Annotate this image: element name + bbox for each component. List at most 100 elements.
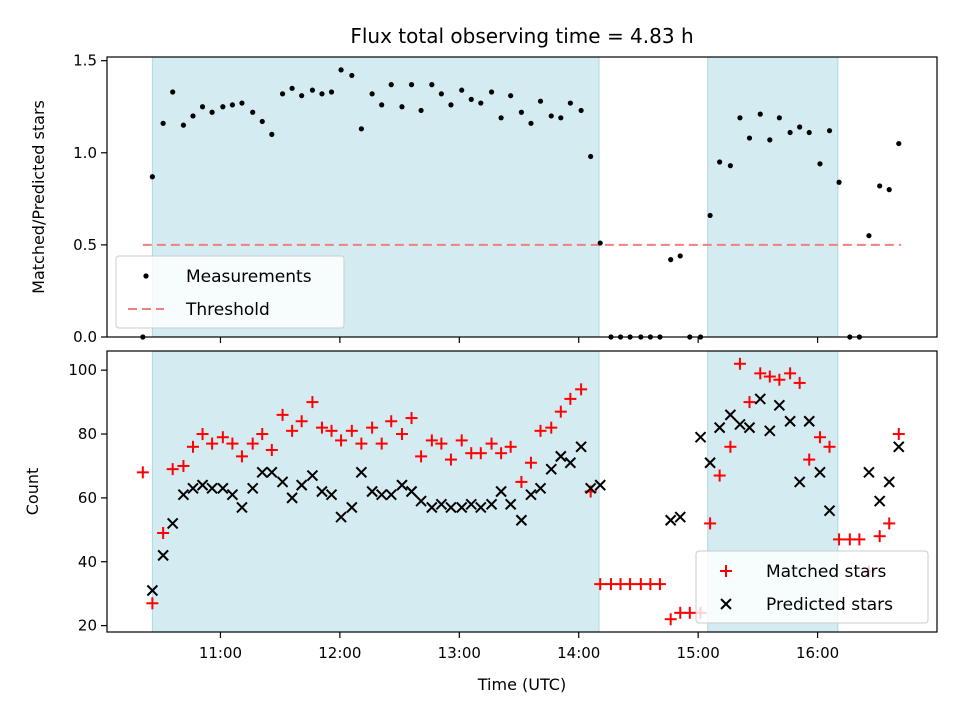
plus-point bbox=[823, 440, 836, 453]
top-y-tick-label: 1.0 bbox=[73, 144, 97, 162]
dot-point bbox=[408, 82, 415, 88]
dot-point bbox=[170, 89, 176, 95]
plus-point bbox=[216, 431, 229, 444]
dot-point bbox=[239, 100, 245, 106]
plus-point bbox=[545, 421, 558, 434]
x-point bbox=[226, 488, 239, 501]
plus-point bbox=[724, 440, 737, 453]
dot-point bbox=[817, 161, 823, 167]
plus-point bbox=[366, 421, 379, 434]
x-point bbox=[335, 511, 347, 523]
plus-point bbox=[653, 578, 666, 591]
dot-point bbox=[180, 122, 187, 128]
x-point bbox=[823, 504, 836, 517]
plus-point bbox=[226, 437, 239, 450]
x-point bbox=[256, 466, 268, 479]
bottom-plot-frame bbox=[106, 350, 938, 633]
legend-label: Measurements bbox=[186, 267, 312, 287]
top-y-tick-label: 1.5 bbox=[73, 52, 97, 70]
plus-point bbox=[455, 434, 468, 447]
x-point bbox=[206, 482, 218, 495]
plus-point bbox=[474, 447, 487, 460]
dot-point bbox=[399, 104, 405, 110]
bottom-y-axis-label: Count bbox=[23, 468, 42, 516]
dot-point bbox=[229, 102, 235, 108]
plus-point bbox=[773, 373, 786, 386]
dot-point bbox=[518, 109, 525, 115]
x-point bbox=[475, 501, 487, 514]
plus-point bbox=[504, 440, 517, 453]
x-point bbox=[694, 431, 707, 443]
x-point bbox=[534, 482, 547, 495]
x-point bbox=[415, 495, 427, 507]
x-point bbox=[366, 485, 378, 498]
x-point bbox=[405, 485, 418, 498]
legend-box bbox=[695, 550, 929, 624]
plus-point bbox=[157, 527, 170, 540]
plus-point bbox=[315, 421, 328, 434]
plus-point bbox=[246, 437, 259, 450]
dot-point bbox=[459, 87, 465, 93]
x-point bbox=[594, 479, 606, 491]
plus-point bbox=[853, 533, 866, 546]
x-point bbox=[564, 457, 577, 469]
plus-point bbox=[784, 367, 797, 380]
x-tick-label: 16:00 bbox=[796, 644, 839, 662]
top-plot-frame bbox=[106, 56, 938, 338]
plus-point bbox=[485, 437, 498, 450]
x-point bbox=[316, 485, 328, 498]
dot-point bbox=[199, 104, 206, 110]
x-point bbox=[784, 415, 796, 427]
x-point bbox=[236, 501, 248, 514]
dot-point bbox=[548, 113, 554, 119]
x-point bbox=[385, 488, 397, 501]
plus-point bbox=[883, 517, 896, 530]
x-point bbox=[764, 425, 776, 437]
x-point bbox=[863, 466, 875, 479]
dot-point bbox=[836, 179, 842, 185]
x-point bbox=[445, 501, 457, 514]
x-point bbox=[157, 549, 169, 562]
dot-point bbox=[707, 212, 713, 219]
x-point bbox=[754, 393, 766, 405]
x-point bbox=[495, 485, 507, 498]
x-point bbox=[704, 457, 716, 469]
plus-point bbox=[554, 405, 567, 418]
dot-point bbox=[369, 91, 375, 97]
plus-point bbox=[733, 357, 746, 370]
dot-point bbox=[757, 111, 763, 117]
dot-point bbox=[826, 128, 833, 134]
dot-point bbox=[896, 140, 902, 147]
plus-point bbox=[495, 447, 508, 460]
dot-point bbox=[328, 89, 335, 95]
x-point bbox=[773, 399, 786, 411]
dot-point bbox=[717, 159, 723, 165]
top-series-0 bbox=[140, 67, 902, 340]
x-point bbox=[306, 469, 319, 482]
plus-point bbox=[295, 415, 308, 428]
dot-point bbox=[438, 91, 444, 97]
plus-point bbox=[444, 453, 457, 466]
bottom-y-tick-label: 40 bbox=[78, 553, 97, 571]
x-point bbox=[346, 501, 358, 514]
bottom-y-tick-label: 20 bbox=[78, 617, 97, 635]
plus-point bbox=[754, 367, 767, 380]
x-point bbox=[525, 488, 537, 501]
dot-point bbox=[309, 87, 316, 93]
dot-point bbox=[508, 93, 514, 99]
x-axis-label: Time (UTC) bbox=[477, 675, 566, 694]
dot-point bbox=[379, 102, 385, 108]
plus-point bbox=[683, 606, 696, 619]
top-y-axis-label: Matched/Predicted stars bbox=[29, 100, 48, 294]
plus-point bbox=[375, 437, 388, 450]
dot-point bbox=[866, 233, 872, 239]
dot-point bbox=[668, 257, 674, 263]
plus-point bbox=[265, 443, 278, 456]
dot-point bbox=[528, 120, 534, 126]
dot-point bbox=[319, 91, 325, 97]
x-point bbox=[575, 441, 587, 453]
x-tick-label: 15:00 bbox=[677, 644, 720, 662]
x-point bbox=[664, 514, 677, 526]
bottom-series-1 bbox=[146, 393, 905, 597]
x-point bbox=[146, 584, 159, 597]
